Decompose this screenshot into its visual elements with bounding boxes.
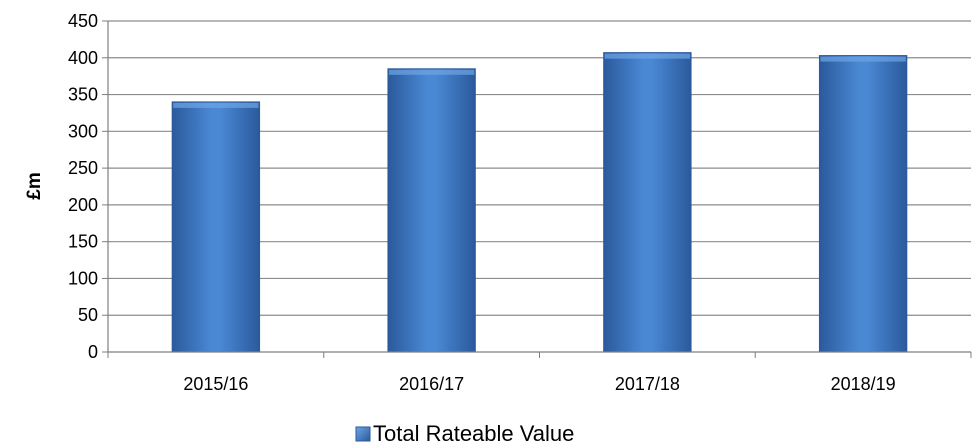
bar-highlight: [388, 69, 475, 75]
y-tick-label: 50: [78, 305, 98, 325]
y-tick-label: 300: [68, 121, 98, 141]
y-axis-label: £m: [24, 172, 45, 199]
legend: Total Rateable Value: [355, 421, 574, 446]
bars: [171, 52, 908, 353]
bar-highlight: [173, 102, 259, 108]
y-tick-label: 100: [68, 268, 98, 288]
legend-label: Total Rateable Value: [373, 421, 574, 446]
y-axis-ticks: 0 50 100 150 200 250 300 350 400 450: [68, 11, 108, 362]
y-tick-label: 450: [68, 11, 98, 31]
y-tick-label: 350: [68, 85, 98, 105]
bar: [387, 68, 476, 353]
y-tick-label: 150: [68, 232, 98, 252]
y-tick-label: 0: [88, 342, 98, 362]
x-tick-label: 2015/16: [183, 374, 248, 394]
bar: [818, 55, 908, 353]
bar: [171, 101, 261, 353]
x-tick-label: 2016/17: [399, 374, 464, 394]
axes: [107, 21, 971, 353]
bar-highlight: [604, 53, 691, 59]
x-tick-label: 2017/18: [615, 374, 680, 394]
y-tick-label: 250: [68, 158, 98, 178]
legend-swatch: [355, 426, 371, 442]
y-tick-label: 200: [68, 195, 98, 215]
bar: [603, 52, 692, 353]
x-axis-ticks: 2015/16 2016/17 2017/18 2018/19: [107, 352, 972, 394]
bar-highlight: [820, 56, 906, 62]
x-tick-label: 2018/19: [831, 374, 896, 394]
y-tick-label: 400: [68, 48, 98, 68]
